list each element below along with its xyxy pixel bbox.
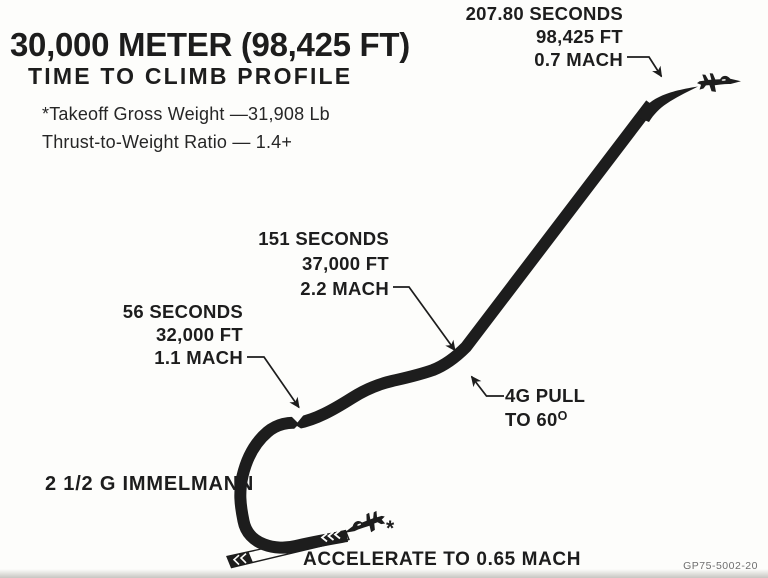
aircraft-takeoff-icon bbox=[343, 510, 386, 533]
flight-path-leveloff-tip bbox=[637, 86, 698, 122]
pinch-highlight bbox=[289, 414, 305, 434]
leader-line-mid bbox=[393, 286, 456, 352]
takeoff-weight-footnote: *Takeoff Gross Weight —31,908 Lb Thrust-… bbox=[42, 100, 330, 156]
footnote-line-thrust: Thrust-to-Weight Ratio — 1.4+ bbox=[42, 132, 293, 152]
aircraft-climb-icon bbox=[697, 73, 741, 92]
figure-subtitle: TIME TO CLIMB PROFILE bbox=[28, 63, 353, 89]
leader-line-low bbox=[247, 356, 300, 409]
callout-mid-climb: 151 SECONDS 37,000 FT 2.2 MACH bbox=[258, 226, 389, 301]
mid-time: 151 SECONDS bbox=[258, 228, 389, 249]
low-mach: 1.1 MACH bbox=[154, 347, 243, 368]
leader-line-pull bbox=[470, 375, 504, 397]
runway-chevrons-right-icon bbox=[320, 529, 341, 543]
flight-path-ribbon bbox=[234, 100, 656, 554]
pull-line1: 4G PULL bbox=[505, 385, 586, 406]
callout-low-climb: 56 SECONDS 32,000 FT 1.1 MACH bbox=[123, 300, 243, 369]
page-bottom-scan-shadow bbox=[0, 569, 768, 578]
figure-title: 30,000 METER (98,425 FT) bbox=[10, 26, 410, 63]
immelmann-label: 2 1/2 G IMMELMANN bbox=[45, 473, 255, 495]
mid-mach: 2.2 MACH bbox=[300, 278, 389, 299]
footnote-line-weight: *Takeoff Gross Weight —31,908 Lb bbox=[42, 104, 330, 124]
document-number: GP75-5002-20 bbox=[683, 560, 758, 572]
callout-summit: 207.80 SECONDS 98,425 FT 0.7 MACH bbox=[466, 2, 623, 71]
takeoff-weight-asterisk: * bbox=[386, 517, 395, 540]
pull-line2: TO 60O bbox=[505, 409, 568, 430]
summit-time: 207.80 SECONDS bbox=[465, 3, 623, 24]
low-time: 56 SECONDS bbox=[122, 301, 243, 322]
leader-line-summit bbox=[627, 56, 663, 78]
runway-chevrons-left-icon bbox=[232, 552, 247, 566]
leader-lines bbox=[247, 56, 663, 409]
degree-superscript: O bbox=[557, 409, 568, 423]
low-altitude: 32,000 FT bbox=[155, 324, 243, 345]
summit-mach: 0.7 MACH bbox=[534, 49, 623, 70]
callout-4g-pull: 4G PULL TO 60O bbox=[505, 385, 585, 430]
mid-altitude: 37,000 FT bbox=[301, 253, 389, 274]
runway-threshold-left bbox=[227, 551, 253, 568]
accelerate-label: ACCELERATE TO 0.65 MACH bbox=[303, 549, 582, 570]
summit-altitude: 98,425 FT bbox=[535, 26, 623, 47]
